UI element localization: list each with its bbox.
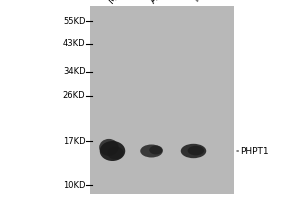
Ellipse shape <box>107 146 124 160</box>
Text: THP-1: THP-1 <box>190 0 218 5</box>
Ellipse shape <box>181 144 206 158</box>
Ellipse shape <box>149 146 163 154</box>
Text: 34KD: 34KD <box>63 68 86 76</box>
Ellipse shape <box>99 139 119 156</box>
Text: PHPT1: PHPT1 <box>240 146 268 156</box>
Text: 55KD: 55KD <box>63 17 86 25</box>
Text: A549: A549 <box>148 0 173 5</box>
Ellipse shape <box>188 146 204 155</box>
Text: 26KD: 26KD <box>63 92 86 100</box>
Ellipse shape <box>100 141 125 161</box>
Text: 10KD: 10KD <box>63 180 86 190</box>
Text: MCF7: MCF7 <box>106 0 133 5</box>
Text: 17KD: 17KD <box>63 136 86 146</box>
Bar <box>90 6 234 194</box>
Text: 43KD: 43KD <box>63 40 86 48</box>
Ellipse shape <box>140 144 163 158</box>
